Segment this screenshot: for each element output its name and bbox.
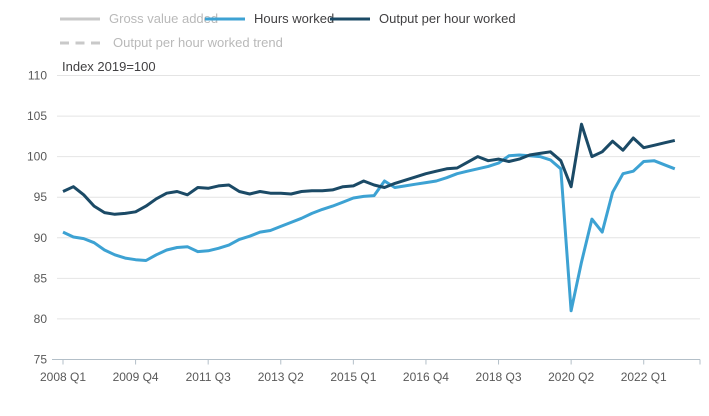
legend-item-output-per-hour-worked[interactable]: Output per hour worked — [330, 11, 516, 27]
legend-item-gross-value-added[interactable]: Gross value added — [60, 11, 218, 27]
x-axis-label: 2011 Q3 — [186, 370, 231, 384]
x-axis-label: 2015 Q1 — [330, 370, 376, 384]
legend-item-output-per-hour-worked-trend[interactable]: Output per hour worked trend — [60, 35, 283, 51]
series-line-output-per-hour-worked — [62, 122, 676, 216]
y-axis-label: 80 — [34, 312, 48, 326]
y-axis-label: 105 — [27, 109, 47, 123]
y-axis-label: 100 — [27, 150, 47, 164]
legend-label: Hours worked — [254, 11, 335, 26]
x-axis-label: 2018 Q3 — [476, 370, 522, 384]
x-axis-label: 2020 Q2 — [548, 370, 594, 384]
x-axis-label: 2009 Q4 — [113, 370, 159, 384]
y-axis-label: 75 — [34, 353, 48, 367]
y-axis-label: 90 — [34, 231, 48, 245]
legend-label: Output per hour worked — [379, 11, 516, 26]
y-axis-unit-title: Index 2019=100 — [62, 59, 156, 74]
legend-swatch-line — [205, 17, 245, 21]
x-axis-label: 2022 Q1 — [621, 370, 667, 384]
x-axis-label: 2008 Q1 — [40, 370, 86, 384]
y-axis-label: 95 — [34, 190, 48, 204]
y-axis-label: 85 — [34, 271, 48, 285]
legend-swatch-line — [330, 17, 370, 21]
y-axis-label: 110 — [28, 69, 47, 83]
legend-item-hours-worked[interactable]: Hours worked — [205, 11, 334, 27]
legend-label: Gross value added — [109, 11, 219, 26]
legend-swatch-dashed-line — [60, 41, 104, 45]
x-axis-label: 2016 Q4 — [403, 370, 449, 384]
legend-swatch-line — [60, 17, 100, 21]
legend-label: Output per hour worked trend — [113, 35, 283, 50]
series-line-hours-worked — [62, 153, 676, 313]
x-axis-label: 2013 Q2 — [258, 370, 304, 384]
